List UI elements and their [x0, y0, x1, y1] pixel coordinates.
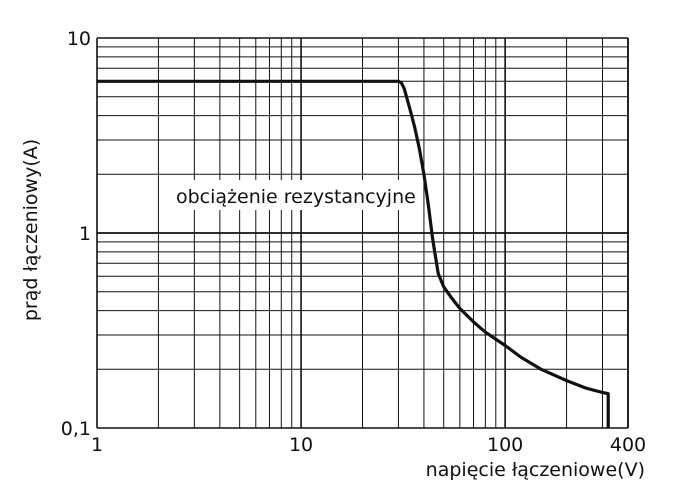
- x-tick-label: 100: [487, 434, 523, 456]
- series-line: [97, 79, 610, 428]
- annotation-label: obciążenie rezystancyjne: [176, 186, 416, 208]
- y-tick-label: 1: [79, 223, 91, 245]
- y-tick-label: 10: [67, 28, 91, 50]
- y-tick-label: 0,1: [61, 418, 91, 440]
- annotation-background: [171, 180, 420, 210]
- x-tick-label: 10: [289, 434, 313, 456]
- x-axis-label: napięcie łączeniowe(V): [426, 459, 645, 481]
- x-tick-label: 400: [610, 434, 646, 456]
- x-tick-label: 1: [91, 434, 103, 456]
- grid: [96, 37, 629, 429]
- series-layer: [97, 79, 610, 428]
- y-axis-label: prąd łączeniowy(A): [20, 139, 42, 321]
